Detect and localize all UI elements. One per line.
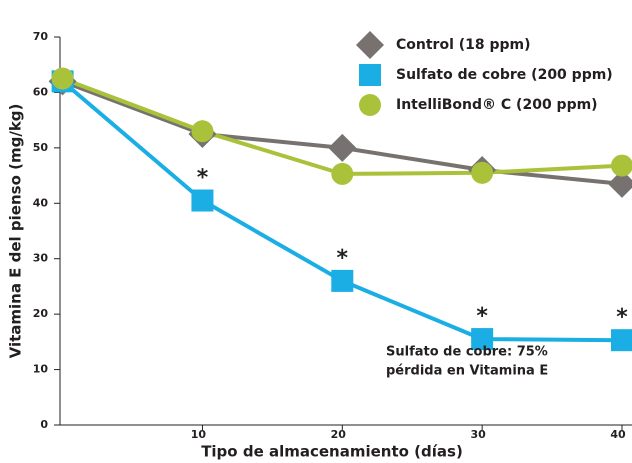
- series-line: [61, 79, 623, 343]
- legend-label: Sulfato de cobre (200 ppm): [396, 67, 613, 83]
- y-tick-label: 40: [33, 196, 49, 209]
- x-tick-label: 20: [331, 428, 347, 441]
- x-tick-label: 30: [470, 428, 486, 441]
- annotation: pérdida en Vitamina E: [386, 364, 548, 379]
- legend-label: IntelliBond® C (200 ppm): [396, 97, 598, 113]
- x-tick-label: 40: [610, 428, 626, 441]
- diamond-marker: [328, 133, 357, 162]
- square-marker: [191, 189, 214, 212]
- annotation: Sulfato de cobre: 75%: [386, 345, 548, 360]
- y-tick-label: 60: [33, 85, 49, 98]
- legend-label: Control (18 ppm): [396, 37, 531, 53]
- circle-marker: [471, 161, 494, 184]
- circle-marker: [191, 120, 214, 143]
- x-axis-label: Tipo de almacenamiento (días): [201, 443, 463, 461]
- diamond-marker: [608, 169, 632, 198]
- diamond-marker: [356, 31, 384, 59]
- y-tick-label: 30: [33, 252, 49, 265]
- y-tick-label: 20: [33, 307, 49, 320]
- circle-marker: [331, 162, 354, 185]
- significance-mark: *: [476, 304, 488, 329]
- square-marker: [331, 269, 354, 292]
- circle-marker: [611, 154, 632, 177]
- significance-mark: *: [197, 166, 209, 191]
- y-tick-label: 70: [33, 30, 49, 43]
- y-tick-label: 0: [40, 418, 48, 431]
- circle-marker: [51, 67, 74, 90]
- square-marker: [611, 329, 632, 352]
- y-axis-label: Vitamina E del pienso (mg/kg): [7, 104, 25, 359]
- significance-mark: *: [616, 305, 628, 330]
- x-tick-label: 10: [191, 428, 207, 441]
- square-marker: [359, 64, 381, 86]
- significance-mark: *: [337, 246, 349, 271]
- y-tick-label: 10: [33, 363, 49, 376]
- circle-marker: [359, 94, 381, 116]
- y-tick-label: 50: [33, 141, 49, 154]
- square-marker: [471, 328, 494, 351]
